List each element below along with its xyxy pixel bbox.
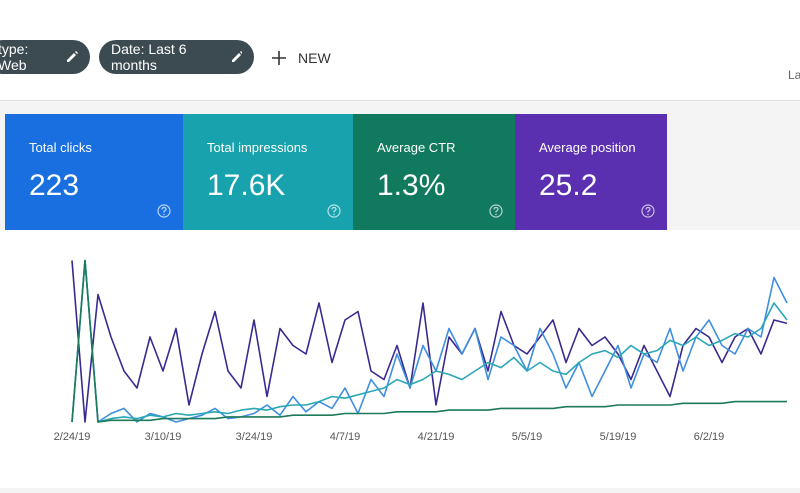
metric-label: Total clicks xyxy=(29,140,92,155)
metric-label: Average position xyxy=(539,140,636,155)
filter-text: type: Web xyxy=(0,41,29,73)
new-button[interactable]: NEW xyxy=(272,50,331,66)
metric-value: 1.3% xyxy=(377,169,446,202)
chart: 2/24/19 3/10/19 3/24/19 4/7/19 4/21/19 5/5/19… xyxy=(54,259,788,443)
metric-label: Total impressions xyxy=(207,140,308,155)
series-line xyxy=(71,259,788,423)
metric-card[interactable]: Total impressions 17.6K xyxy=(183,114,353,230)
series-line xyxy=(71,259,787,423)
metric-value: 25.2 xyxy=(539,169,598,202)
x-tick-label: 3/24/19 xyxy=(236,431,273,443)
help-icon[interactable] xyxy=(327,204,341,218)
metric-value: 17.6K xyxy=(207,169,286,202)
metric-value: 223 xyxy=(29,169,80,202)
toolbar: type: Web Date: Last 6 months NEW La xyxy=(0,0,800,101)
x-tick-label: 6/2/19 xyxy=(694,431,725,443)
filter-chip[interactable]: type: Web xyxy=(0,40,90,74)
help-icon[interactable] xyxy=(641,204,655,218)
edit-icon xyxy=(66,51,78,62)
x-tick-label: 2/24/19 xyxy=(54,431,91,443)
new-text: NEW xyxy=(298,50,331,66)
chart-area: 2/24/19 3/10/19 3/24/19 4/7/19 4/21/19 5/5/19… xyxy=(0,230,800,488)
filter-text: Date: Last 6 months xyxy=(111,41,187,73)
x-tick-label: 3/10/19 xyxy=(145,431,182,443)
series-line xyxy=(71,260,788,423)
truncated-text: La xyxy=(788,68,800,82)
help-icon[interactable] xyxy=(489,204,503,218)
plus-icon xyxy=(272,51,286,65)
x-tick-label: 4/7/19 xyxy=(330,431,361,443)
metric-card[interactable]: Average CTR 1.3% xyxy=(353,114,515,230)
metric-cards: Total clicks 223 Total impressions 17.6K Ave… xyxy=(5,114,667,230)
metric-card[interactable]: Total clicks 223 xyxy=(5,114,183,230)
x-tick-label: 5/5/19 xyxy=(512,431,543,443)
x-tick-label: 5/19/19 xyxy=(600,431,637,443)
filter-chip[interactable]: Date: Last 6 months xyxy=(99,40,254,74)
help-icon[interactable] xyxy=(157,204,171,218)
edit-icon xyxy=(231,51,242,62)
metric-card[interactable]: Average position 25.2 xyxy=(515,114,667,230)
series-line xyxy=(71,259,788,423)
x-tick-label: 4/21/19 xyxy=(418,431,455,443)
metric-label: Average CTR xyxy=(377,140,456,155)
